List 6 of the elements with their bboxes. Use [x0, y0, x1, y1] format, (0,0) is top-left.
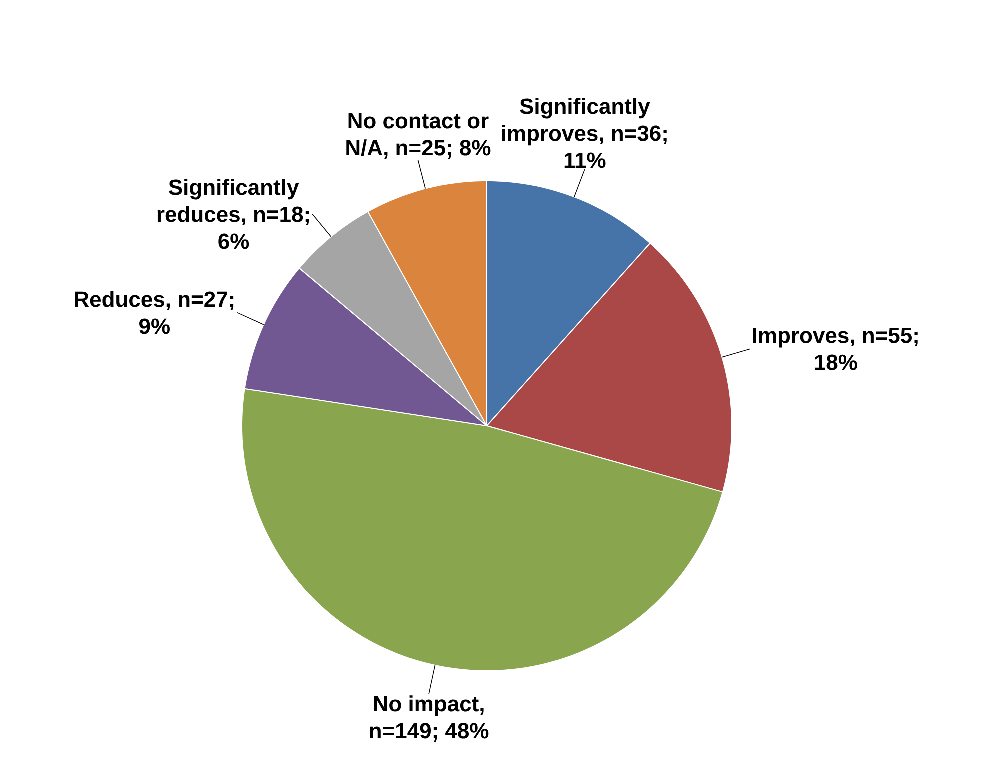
slice-label: No impact, n=149; 48%: [370, 696, 489, 742]
slice-label: Improves, n=55; 18%: [753, 328, 918, 370]
slice-label: Significantly improves, n=36; 11%: [502, 98, 667, 168]
slice-label: Reduces, n=27; 9%: [75, 291, 234, 334]
slice-label: No contact or N/A, n=25; 8%: [346, 113, 491, 159]
slice-label: Significantly reduces, n=18; 6%: [158, 179, 310, 250]
